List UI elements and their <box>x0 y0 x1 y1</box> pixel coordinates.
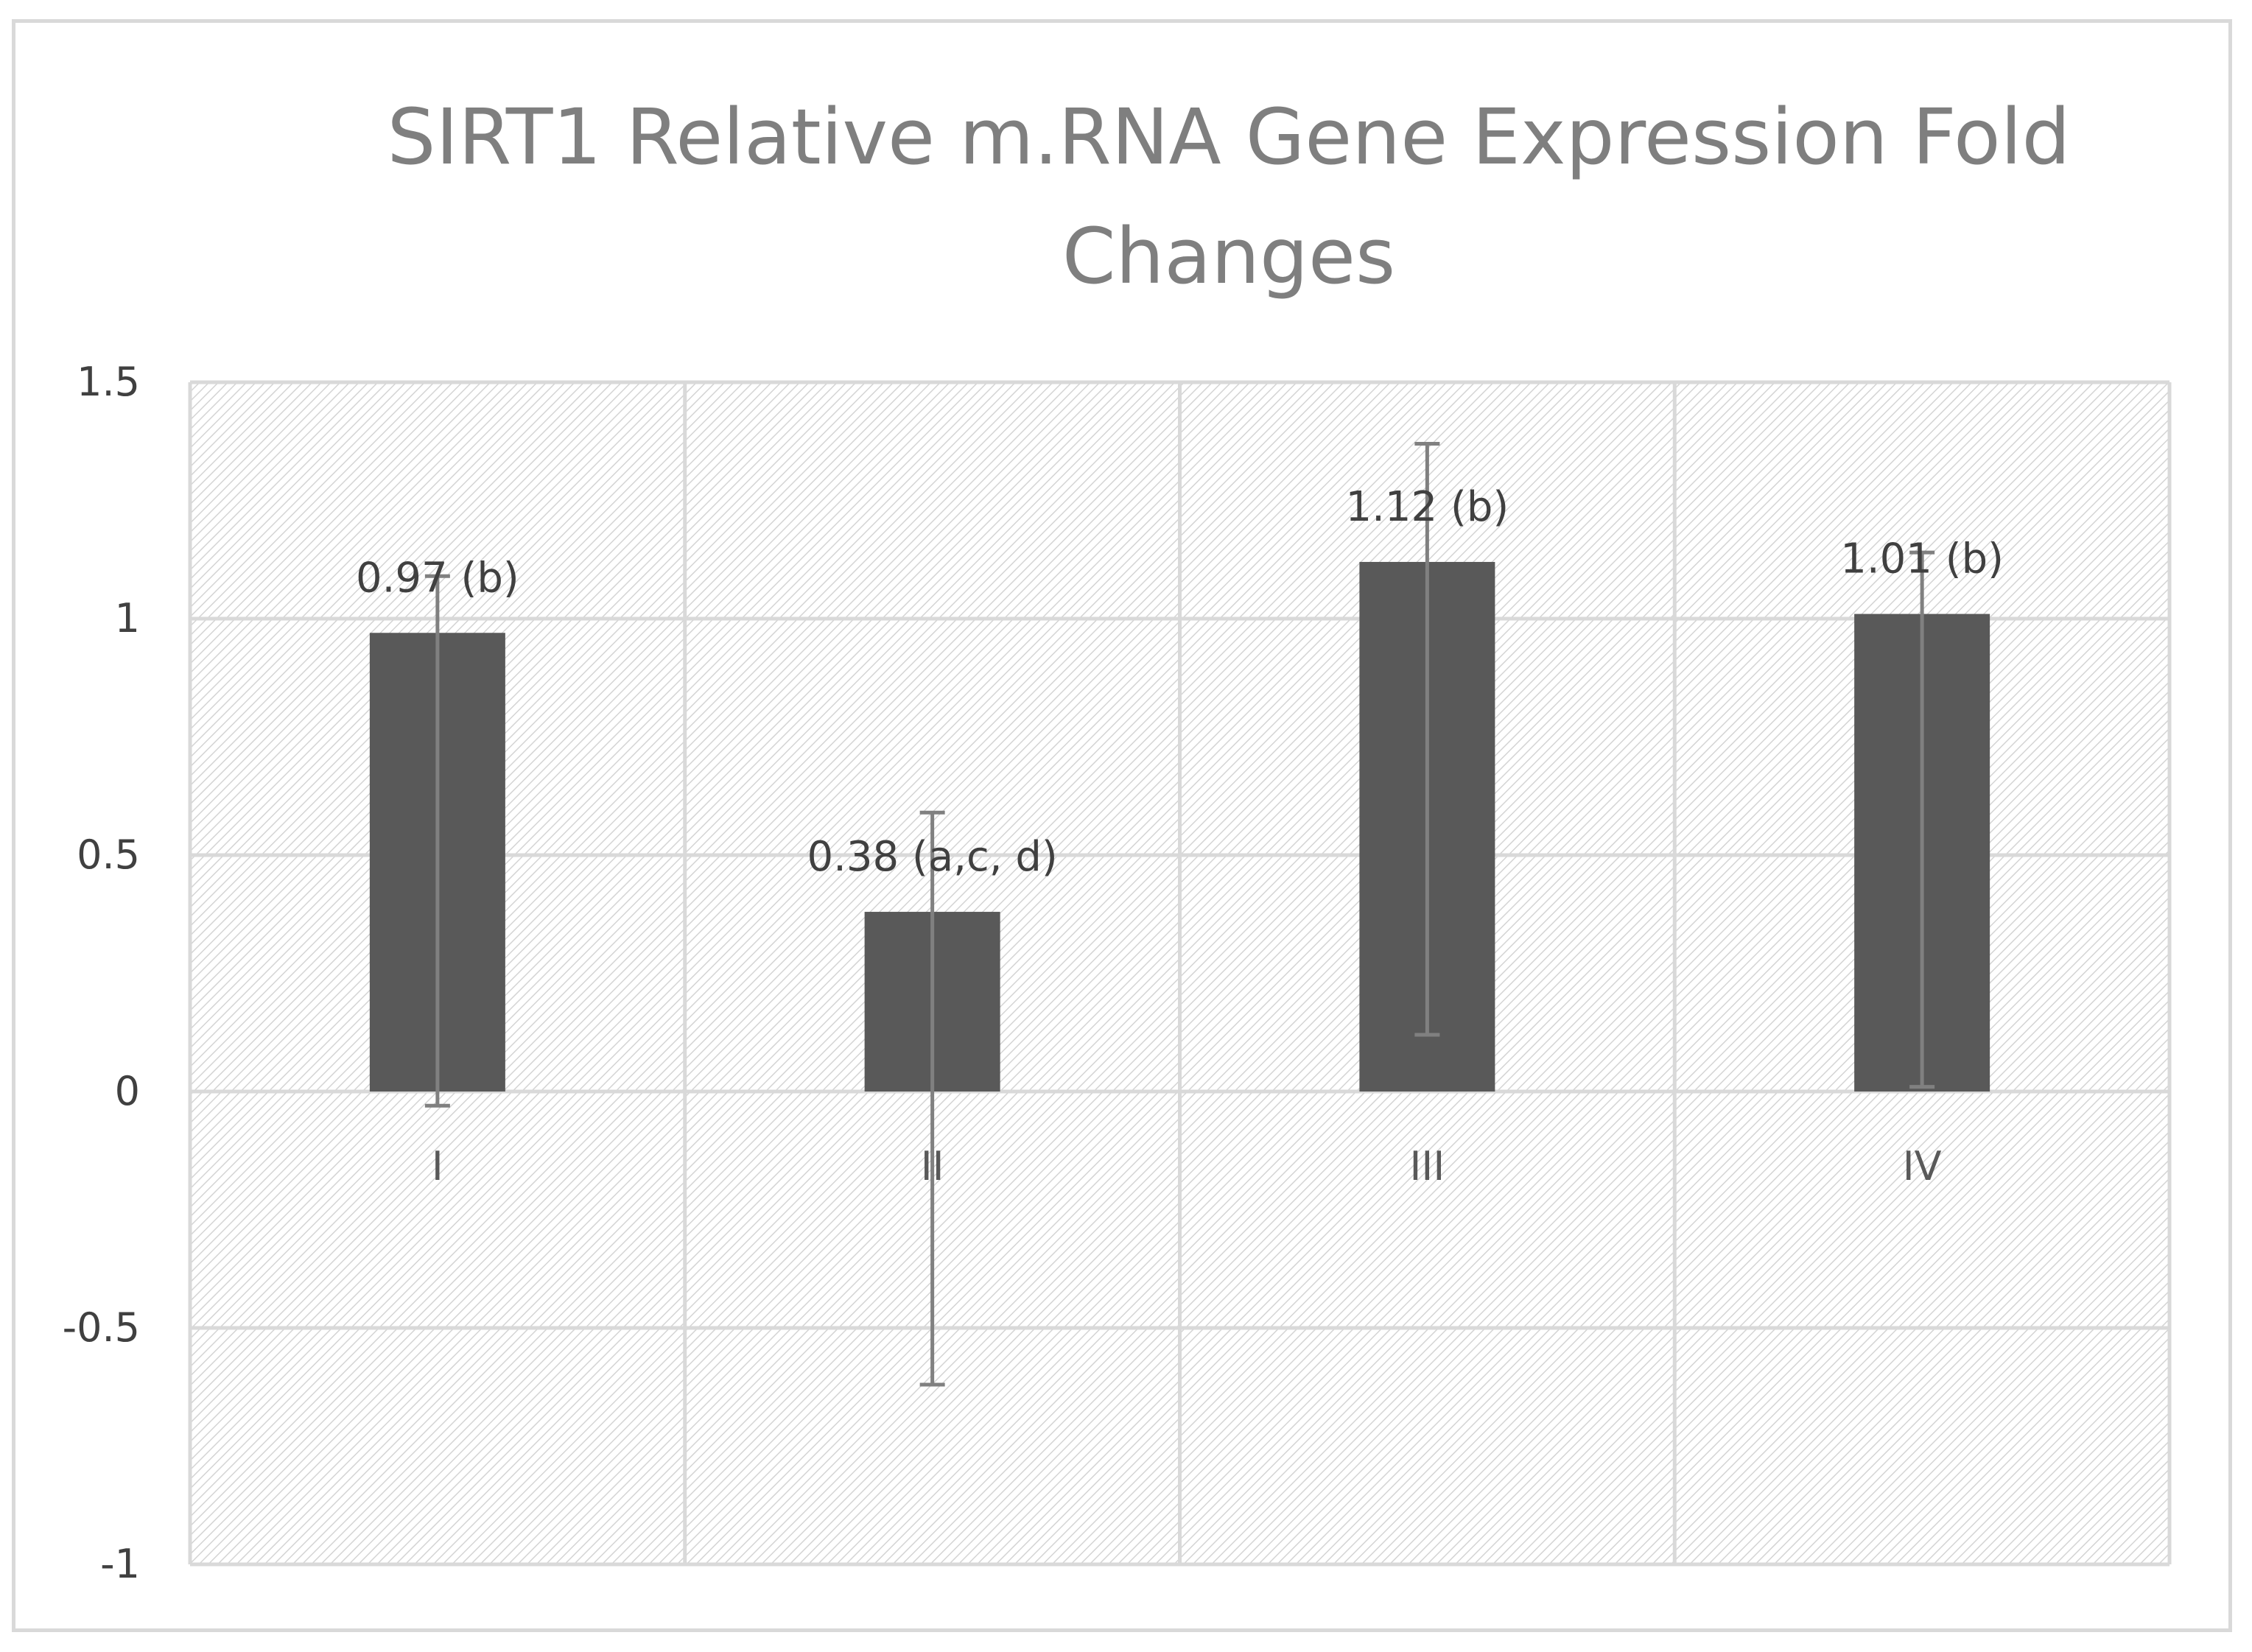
chart-title-line-1: SIRT1 Relative m.RNA Gene Expression Fol… <box>387 92 2070 182</box>
y-tick-label-4: -0.5 <box>63 1304 140 1351</box>
y-tick-label-0: 1.5 <box>77 359 140 405</box>
y-tick-label-1: 1 <box>115 595 140 642</box>
x-category-label-IV: IV <box>1903 1143 1942 1189</box>
data-label-III: 1.12 (b) <box>1346 483 1509 531</box>
data-label-II: 0.38 (a,c, d) <box>807 833 1058 881</box>
data-label-IV: 1.01 (b) <box>1840 535 2004 583</box>
y-tick-label-2: 0.5 <box>77 832 140 878</box>
x-category-label-III: III <box>1409 1143 1445 1189</box>
x-category-label-I: I <box>432 1143 443 1189</box>
x-category-label-II: II <box>921 1143 944 1189</box>
data-label-I: 0.97 (b) <box>356 554 519 602</box>
y-tick-label-3: 0 <box>115 1068 140 1114</box>
chart-title-line-2: Changes <box>1062 211 1395 301</box>
y-tick-label-5: -1 <box>100 1541 140 1587</box>
